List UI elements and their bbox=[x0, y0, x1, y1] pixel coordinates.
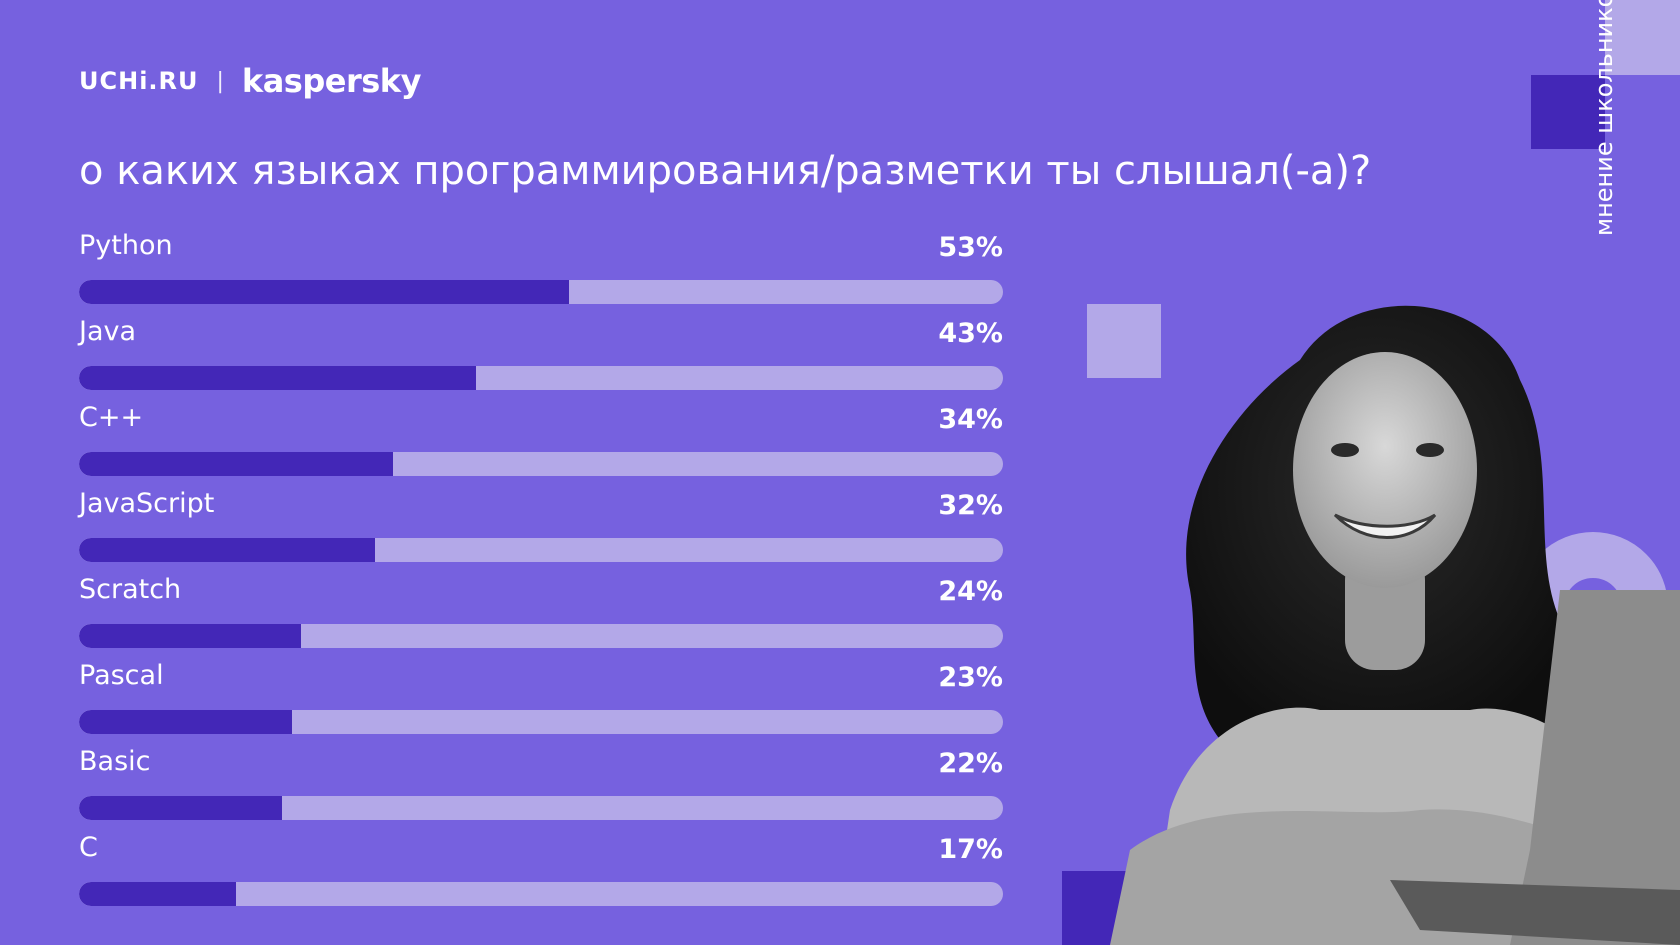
bar-value-label: 32% bbox=[938, 490, 1003, 521]
bar-value-label: 24% bbox=[938, 576, 1003, 607]
bar-track bbox=[79, 624, 1003, 648]
bar-label: Scratch bbox=[79, 574, 182, 605]
bar-label: C bbox=[79, 832, 98, 863]
bar-track bbox=[79, 366, 1003, 390]
bar-fill bbox=[79, 710, 292, 734]
bar-value-label: 17% bbox=[938, 834, 1003, 865]
bar-track bbox=[79, 796, 1003, 820]
bar-row: C 17% bbox=[79, 832, 1003, 918]
decor-square-dark-top bbox=[1531, 75, 1605, 149]
bar-track bbox=[79, 280, 1003, 304]
decor-square-mid bbox=[1087, 304, 1161, 378]
bar-label: C++ bbox=[79, 402, 144, 433]
decor-square-top-right bbox=[1605, 0, 1680, 75]
logo: UCHi.RU | kaspersky bbox=[79, 62, 421, 100]
chart-title: о каких языках программирования/разметки… bbox=[79, 148, 1372, 194]
bar-fill bbox=[79, 452, 394, 476]
bar-row: Python 53% bbox=[79, 230, 1003, 316]
bar-label: Basic bbox=[79, 746, 151, 777]
student-photo bbox=[1110, 305, 1680, 945]
bar-fill bbox=[79, 796, 283, 820]
bar-row: Pascal 23% bbox=[79, 660, 1003, 746]
side-label: мнение школьников bbox=[1590, 0, 1618, 236]
bar-value-label: 43% bbox=[938, 318, 1003, 349]
bar-label: Python bbox=[79, 230, 173, 261]
bar-track bbox=[79, 452, 1003, 476]
bar-label: JavaScript bbox=[79, 488, 215, 519]
bar-label: Java bbox=[79, 316, 137, 347]
bar-row: C++ 34% bbox=[79, 402, 1003, 488]
bar-value-label: 53% bbox=[938, 232, 1003, 263]
bar-track bbox=[79, 882, 1003, 906]
bar-fill bbox=[79, 280, 569, 304]
bar-row: JavaScript 32% bbox=[79, 488, 1003, 574]
bar-label: Pascal bbox=[79, 660, 164, 691]
bar-fill bbox=[79, 366, 477, 390]
bar-row: Scratch 24% bbox=[79, 574, 1003, 660]
bar-fill bbox=[79, 882, 237, 906]
bar-row: Basic 22% bbox=[79, 746, 1003, 832]
bar-value-label: 22% bbox=[938, 748, 1003, 779]
bar-chart: Python 53% Java 43% C++ 34% JavaScript 32% Scrat… bbox=[79, 230, 1003, 910]
bar-row: Java 43% bbox=[79, 316, 1003, 402]
bar-value-label: 23% bbox=[938, 662, 1003, 693]
kaspersky-logo: kaspersky bbox=[241, 62, 422, 100]
bar-fill bbox=[79, 538, 375, 562]
bar-fill bbox=[79, 624, 301, 648]
uchi-logo: UCHi.RU bbox=[79, 67, 199, 95]
logo-separator: | bbox=[216, 68, 224, 94]
bar-track bbox=[79, 710, 1003, 734]
bar-track bbox=[79, 538, 1003, 562]
bar-value-label: 34% bbox=[938, 404, 1003, 435]
